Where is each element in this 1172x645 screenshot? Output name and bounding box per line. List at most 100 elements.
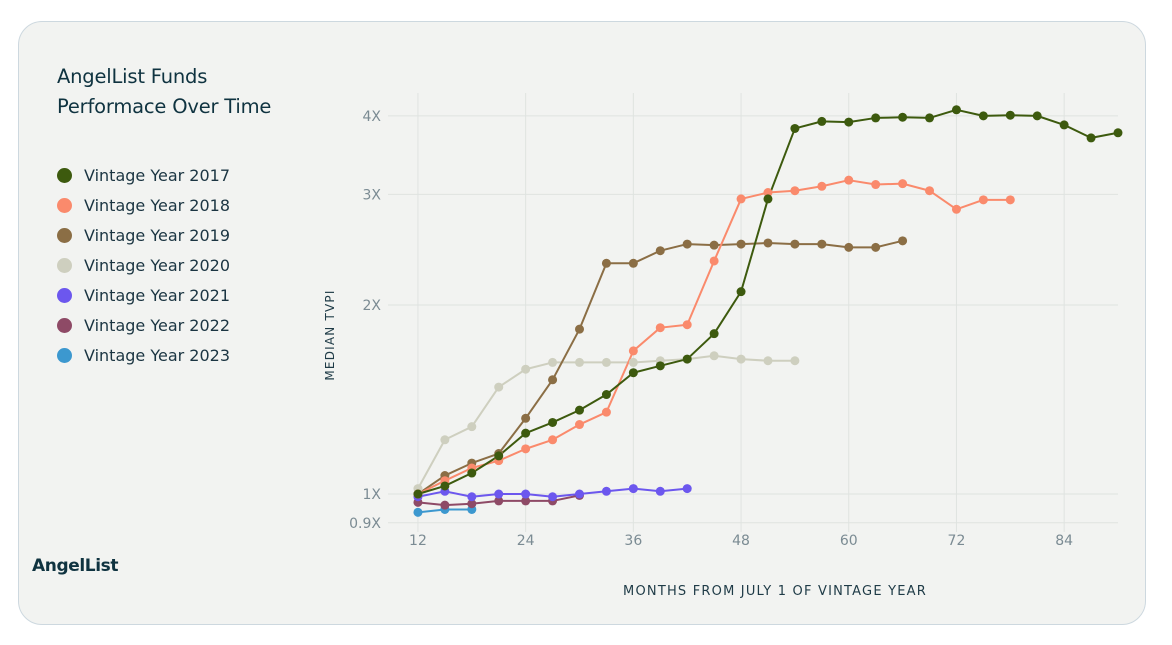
legend-swatch-vintage-year-2018 (57, 197, 72, 213)
data-point-vintage-year-2022 (521, 496, 531, 506)
data-point-vintage-year-2020 (763, 356, 773, 366)
legend-swatch-vintage-year-2020 (57, 257, 72, 273)
data-point-vintage-year-2017 (413, 489, 423, 499)
legend-label-vintage-year-2020: Vintage Year 2020 (84, 255, 231, 275)
legend-label-vintage-year-2022: Vintage Year 2022 (84, 315, 231, 335)
data-point-vintage-year-2017 (601, 390, 611, 400)
data-point-vintage-year-2017 (709, 329, 719, 339)
legend-swatch-vintage-year-2019 (57, 227, 72, 243)
data-point-vintage-year-2017 (763, 194, 773, 204)
data-point-vintage-year-2019 (682, 239, 692, 249)
data-point-vintage-year-2018 (898, 179, 908, 189)
data-point-vintage-year-2017 (467, 468, 477, 478)
data-point-vintage-year-2018 (521, 444, 531, 454)
data-point-vintage-year-2021 (494, 489, 504, 499)
chart-title-line-2: Performace Over Time (57, 95, 272, 118)
chart-title-line-1: AngelList Funds (57, 65, 208, 88)
data-point-vintage-year-2018 (1005, 195, 1015, 205)
legend-item-vintage-year-2020: Vintage Year 2020 (57, 250, 230, 280)
data-point-vintage-year-2018 (736, 194, 746, 204)
y-axis-title: MEDIAN TVPI (323, 289, 337, 380)
data-point-vintage-year-2018 (871, 180, 881, 190)
data-point-vintage-year-2017 (925, 113, 935, 123)
data-point-vintage-year-2021 (467, 492, 477, 502)
data-point-vintage-year-2018 (655, 323, 665, 333)
data-point-vintage-year-2021 (548, 492, 558, 502)
data-point-vintage-year-2017 (1059, 120, 1069, 130)
data-point-vintage-year-2018 (951, 204, 961, 214)
chart-legend: Vintage Year 2017 Vintage Year 2018 Vintag… (57, 160, 230, 370)
legend-item-vintage-year-2017: Vintage Year 2017 (57, 160, 230, 190)
legend-item-vintage-year-2019: Vintage Year 2019 (57, 220, 230, 250)
data-point-vintage-year-2017 (440, 481, 450, 491)
legend-swatch-vintage-year-2022 (57, 317, 72, 333)
data-point-vintage-year-2020 (736, 354, 746, 364)
data-point-vintage-year-2018 (763, 188, 773, 198)
x-tick-label: 24 (517, 533, 535, 549)
data-point-vintage-year-2020 (467, 422, 477, 432)
data-point-vintage-year-2022 (440, 500, 450, 510)
chart-title: AngelList Funds Performace Over Time (57, 62, 307, 122)
data-point-vintage-year-2019 (521, 413, 531, 423)
data-point-vintage-year-2018 (844, 175, 854, 185)
x-tick-label: 48 (732, 533, 750, 549)
legend-swatch-vintage-year-2017 (57, 167, 72, 183)
data-point-vintage-year-2019 (871, 242, 881, 252)
data-point-vintage-year-2018 (978, 195, 988, 205)
data-point-vintage-year-2017 (790, 123, 800, 133)
data-point-vintage-year-2020 (628, 357, 638, 367)
data-point-vintage-year-2017 (898, 112, 908, 122)
data-point-vintage-year-2018 (790, 186, 800, 196)
data-point-vintage-year-2020 (601, 357, 611, 367)
data-point-vintage-year-2021 (655, 486, 665, 496)
data-point-vintage-year-2017 (655, 361, 665, 371)
data-point-vintage-year-2017 (1113, 128, 1123, 138)
x-tick-label: 60 (840, 533, 858, 549)
data-point-vintage-year-2018 (709, 256, 719, 266)
data-point-vintage-year-2017 (628, 368, 638, 378)
data-point-vintage-year-2019 (763, 238, 773, 248)
data-point-vintage-year-2017 (817, 116, 827, 126)
data-point-vintage-year-2017 (871, 113, 881, 123)
data-point-vintage-year-2019 (736, 239, 746, 249)
data-point-vintage-year-2021 (682, 484, 692, 494)
legend-label-vintage-year-2017: Vintage Year 2017 (84, 165, 231, 185)
data-point-vintage-year-2019 (628, 258, 638, 268)
data-point-vintage-year-2017 (1086, 133, 1096, 143)
legend-swatch-vintage-year-2021 (57, 287, 72, 303)
x-tick-label: 36 (624, 533, 642, 549)
data-point-vintage-year-2019 (898, 236, 908, 246)
y-tick-label: 1X (363, 487, 382, 503)
x-tick-label: 84 (1055, 533, 1073, 549)
data-point-vintage-year-2017 (1005, 110, 1015, 120)
data-point-vintage-year-2017 (682, 354, 692, 364)
data-point-vintage-year-2017 (575, 405, 584, 415)
data-point-vintage-year-2021 (628, 484, 638, 494)
data-point-vintage-year-2018 (548, 435, 558, 445)
chart-gridlines (388, 93, 1118, 532)
data-point-vintage-year-2022 (467, 499, 477, 509)
angellist-logo: AngelList (32, 556, 119, 576)
data-point-vintage-year-2019 (655, 246, 665, 256)
y-tick-label: 2X (363, 298, 382, 314)
data-point-vintage-year-2018 (925, 186, 935, 196)
data-point-vintage-year-2020 (521, 364, 531, 374)
legend-label-vintage-year-2023: Vintage Year 2023 (84, 345, 231, 365)
legend-label-vintage-year-2018: Vintage Year 2018 (84, 195, 231, 215)
data-point-vintage-year-2018 (682, 320, 692, 330)
data-point-vintage-year-2017 (548, 417, 558, 427)
data-point-vintage-year-2020 (790, 356, 800, 366)
data-point-vintage-year-2019 (548, 375, 558, 385)
chart-series-points (413, 105, 1123, 517)
data-point-vintage-year-2019 (709, 240, 719, 250)
data-point-vintage-year-2019 (817, 239, 827, 249)
legend-item-vintage-year-2018: Vintage Year 2018 (57, 190, 230, 220)
data-point-vintage-year-2017 (978, 111, 988, 121)
data-point-vintage-year-2022 (494, 496, 504, 506)
data-point-vintage-year-2017 (844, 117, 854, 127)
y-tick-label: 0.9X (349, 516, 381, 532)
data-point-vintage-year-2017 (736, 287, 746, 297)
legend-swatch-vintage-year-2023 (57, 347, 72, 363)
data-point-vintage-year-2020 (440, 435, 450, 445)
